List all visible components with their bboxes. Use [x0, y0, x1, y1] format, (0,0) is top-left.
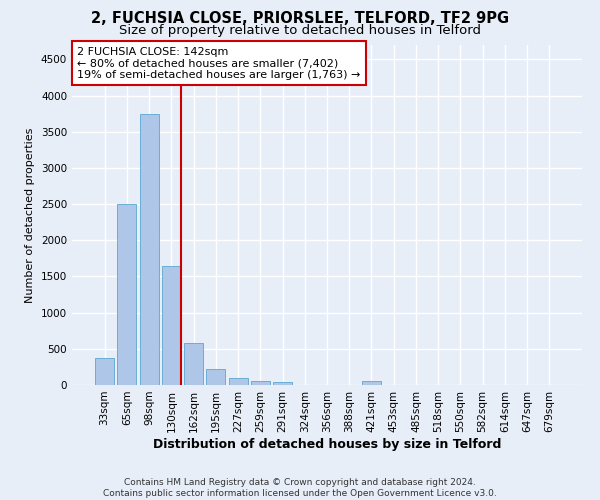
Bar [118, 204, 136, 385]
Bar [206, 368, 225, 385]
Text: 2, FUCHSIA CLOSE, PRIORSLEE, TELFORD, TF2 9PG: 2, FUCHSIA CLOSE, PRIORSLEE, TELFORD, TF… [91, 11, 509, 26]
Y-axis label: Number of detached properties: Number of detached properties [25, 128, 35, 302]
Bar [184, 343, 203, 385]
Bar [95, 358, 114, 385]
Text: 2 FUCHSIA CLOSE: 142sqm
← 80% of detached houses are smaller (7,402)
19% of semi: 2 FUCHSIA CLOSE: 142sqm ← 80% of detache… [77, 46, 361, 80]
Bar [229, 378, 248, 385]
Bar [140, 114, 158, 385]
Bar [273, 382, 292, 385]
X-axis label: Distribution of detached houses by size in Telford: Distribution of detached houses by size … [153, 438, 501, 450]
Text: Size of property relative to detached houses in Telford: Size of property relative to detached ho… [119, 24, 481, 37]
Bar [362, 380, 381, 385]
Bar [251, 380, 270, 385]
Bar [162, 266, 181, 385]
Text: Contains HM Land Registry data © Crown copyright and database right 2024.
Contai: Contains HM Land Registry data © Crown c… [103, 478, 497, 498]
